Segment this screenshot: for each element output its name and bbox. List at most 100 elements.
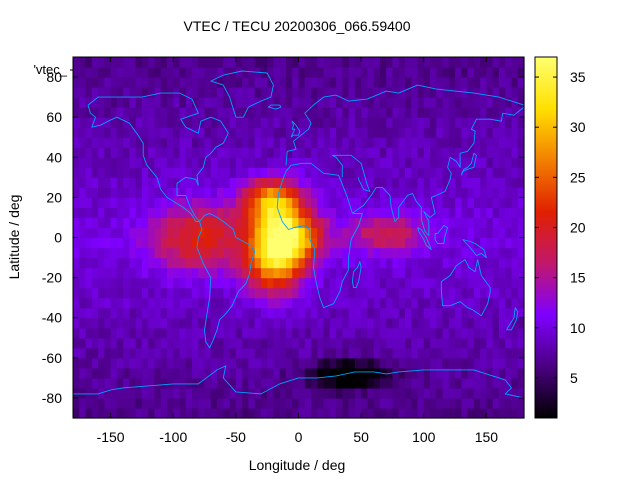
heatmap-cell: [160, 67, 168, 78]
heatmap-cell: [498, 407, 506, 419]
heatmap-cell: [135, 347, 143, 359]
heatmap-cell: [367, 317, 375, 329]
heatmap-cell: [411, 377, 419, 389]
heatmap-cell: [248, 167, 256, 178]
heatmap-cell: [260, 167, 268, 178]
heatmap-cell: [292, 77, 300, 88]
heatmap-cell: [110, 307, 118, 319]
heatmap-cell: [417, 87, 425, 98]
heatmap-cell: [398, 287, 406, 299]
heatmap-cell: [141, 117, 149, 128]
heatmap-cell: [104, 347, 112, 359]
heatmap-cell: [386, 207, 394, 219]
heatmap-cell: [511, 137, 519, 148]
heatmap-cell: [85, 397, 93, 409]
heatmap-cell: [210, 247, 218, 259]
heatmap-cell: [480, 177, 488, 188]
heatmap-cell: [154, 87, 162, 98]
heatmap-cell: [254, 167, 262, 178]
heatmap-cell: [436, 137, 444, 148]
heatmap-cell: [173, 167, 181, 178]
heatmap-cell: [173, 267, 181, 279]
heatmap-cell: [279, 177, 287, 188]
heatmap-cell: [404, 317, 412, 329]
heatmap-cell: [141, 247, 149, 259]
heatmap-cell: [498, 127, 506, 138]
heatmap-cell: [229, 97, 237, 108]
heatmap-cell: [160, 387, 168, 399]
heatmap-cell: [254, 217, 262, 229]
heatmap-cell: [336, 367, 343, 379]
heatmap-cell: [398, 57, 406, 68]
heatmap-cell: [104, 67, 112, 78]
heatmap-cell: [317, 377, 325, 389]
heatmap-cell: [361, 67, 368, 78]
heatmap-cell: [442, 67, 450, 78]
heatmap-cell: [179, 377, 187, 389]
heatmap-cell: [242, 257, 249, 269]
heatmap-cell: [404, 277, 412, 289]
heatmap-cell: [91, 167, 99, 178]
coastline: [434, 225, 449, 244]
heatmap-cell: [367, 67, 375, 78]
heatmap-cell: [91, 387, 99, 399]
heatmap-cell: [486, 257, 494, 269]
heatmap-cell: [273, 347, 281, 359]
heatmap-cell: [486, 57, 494, 68]
heatmap-cell: [486, 317, 494, 329]
heatmap-cell: [511, 357, 519, 369]
heatmap-cell: [473, 107, 481, 118]
heatmap-cell: [298, 407, 306, 419]
heatmap-cell: [455, 247, 462, 259]
heatmap-cell: [260, 367, 268, 379]
heatmap-cell: [373, 317, 381, 329]
heatmap-cell: [279, 197, 287, 209]
heatmap-cell: [173, 87, 181, 98]
heatmap-cell: [73, 197, 80, 209]
heatmap-cell: [404, 107, 412, 118]
colorbar-tick-label: 10: [570, 320, 586, 336]
heatmap-cell: [141, 307, 149, 319]
heatmap-cell: [411, 267, 419, 279]
heatmap-cell: [392, 217, 400, 229]
heatmap-cell: [73, 237, 80, 249]
heatmap-cell: [386, 137, 394, 148]
heatmap-cell: [367, 117, 375, 128]
heatmap-cell: [304, 237, 312, 249]
heatmap-cell: [367, 77, 375, 88]
heatmap-cell: [148, 227, 156, 239]
heatmap-cell: [91, 197, 99, 209]
heatmap-cell: [79, 217, 87, 229]
heatmap-cell: [185, 137, 193, 148]
heatmap-cell: [517, 297, 525, 309]
heatmap-cell: [148, 187, 156, 198]
heatmap-cell: [436, 187, 444, 198]
heatmap-cell: [311, 207, 318, 219]
heatmap-cell: [505, 317, 513, 329]
heatmap-cell: [160, 357, 168, 369]
heatmap-cell: [354, 267, 362, 279]
y-tick-label: -60: [42, 350, 62, 366]
heatmap-cell: [361, 107, 368, 118]
heatmap-cell: [304, 227, 312, 239]
heatmap-cell: [129, 377, 137, 389]
heatmap-cell: [229, 197, 237, 209]
heatmap-cell: [392, 187, 400, 198]
heatmap-cell: [204, 247, 212, 259]
heatmap-cell: [442, 347, 450, 359]
heatmap-cell: [98, 337, 105, 349]
heatmap-cell: [273, 87, 281, 98]
heatmap-cell: [267, 307, 275, 319]
heatmap-cell: [455, 407, 462, 419]
heatmap-cell: [411, 317, 419, 329]
heatmap-cell: [367, 217, 375, 229]
heatmap-cell: [398, 87, 406, 98]
heatmap-cell: [73, 367, 80, 379]
heatmap-cell: [430, 367, 437, 379]
heatmap-cell: [392, 247, 400, 259]
heatmap-cell: [235, 207, 243, 219]
heatmap-cell: [148, 57, 156, 68]
heatmap-cell: [486, 277, 494, 289]
heatmap-cell: [292, 277, 300, 289]
heatmap-cell: [267, 217, 275, 229]
